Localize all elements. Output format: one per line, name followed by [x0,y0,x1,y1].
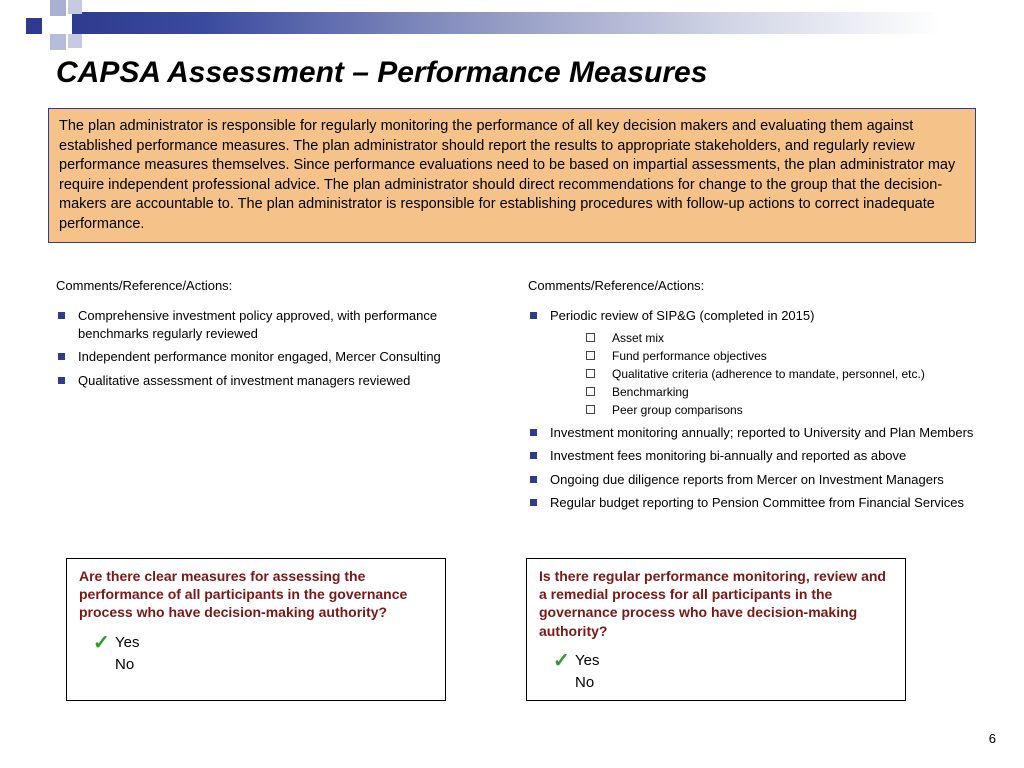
list-item: Independent performance monitor engaged,… [56,348,504,366]
right-column: Comments/Reference/Actions: Periodic rev… [528,278,976,517]
sub-list-item: Qualitative criteria (adherence to manda… [586,365,976,383]
sub-list-item: Fund performance objectives [586,347,976,365]
columns-container: Comments/Reference/Actions: Comprehensiv… [56,278,976,517]
list-item: Periodic review of SIP&G (completed in 2… [528,307,976,419]
q1-no-label: No [115,656,134,673]
sub-list: Asset mixFund performance objectivesQual… [586,329,976,419]
left-column: Comments/Reference/Actions: Comprehensiv… [56,278,504,517]
q2-no-row: No [553,672,893,694]
decorative-square [26,18,42,34]
question-box-2: Is there regular performance monitoring,… [526,558,906,701]
check-icon: ✓ [93,630,115,655]
list-item: Investment fees monitoring bi-annually a… [528,447,976,465]
right-bullet-list: Periodic review of SIP&G (completed in 2… [528,307,976,512]
question-box-1: Are there clear measures for assessing t… [66,558,446,701]
check-icon: ✓ [553,648,575,673]
q2-no-label: No [575,674,594,691]
left-heading: Comments/Reference/Actions: [56,278,504,293]
q1-yes-row: ✓ Yes [93,632,433,654]
q2-yes-label: Yes [575,652,599,669]
page-title: CAPSA Assessment – Performance Measures [56,56,707,90]
decorative-square [68,34,82,48]
decorative-square [50,0,66,16]
q2-yes-row: ✓ Yes [553,650,893,672]
list-item: Investment monitoring annually; reported… [528,424,976,442]
list-item: Regular budget reporting to Pension Comm… [528,494,976,512]
decorative-square [50,34,66,50]
list-item: Qualitative assessment of investment man… [56,372,504,390]
right-heading: Comments/Reference/Actions: [528,278,976,293]
corner-decoration [0,0,320,52]
q1-no-row: No [93,654,433,676]
header-gradient-bar [72,12,942,34]
question-boxes: Are there clear measures for assessing t… [66,558,974,701]
list-item: Comprehensive investment policy approved… [56,307,504,343]
q1-yes-label: Yes [115,634,139,651]
list-item: Ongoing due diligence reports from Merce… [528,471,976,489]
description-callout: The plan administrator is responsible fo… [48,108,976,243]
decorative-square [68,0,82,14]
question-1-text: Are there clear measures for assessing t… [79,567,433,622]
page-number: 6 [989,731,996,746]
sub-list-item: Asset mix [586,329,976,347]
sub-list-item: Peer group comparisons [586,401,976,419]
sub-list-item: Benchmarking [586,383,976,401]
question-2-text: Is there regular performance monitoring,… [539,567,893,640]
left-bullet-list: Comprehensive investment policy approved… [56,307,504,390]
